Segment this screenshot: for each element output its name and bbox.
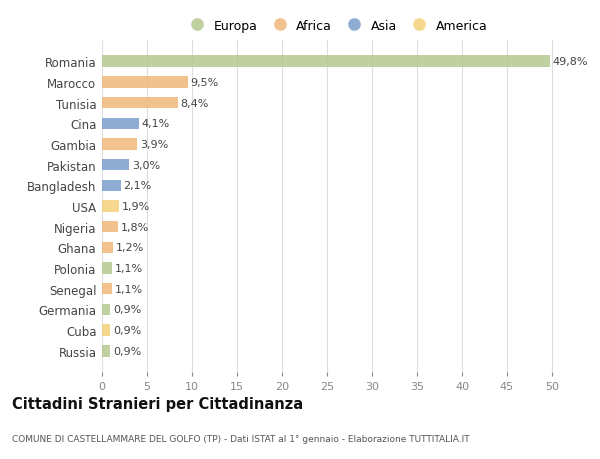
Legend: Europa, Africa, Asia, America: Europa, Africa, Asia, America bbox=[179, 15, 493, 38]
Bar bbox=[102, 56, 550, 67]
Bar bbox=[102, 139, 137, 150]
Bar bbox=[102, 201, 119, 212]
Text: 0,9%: 0,9% bbox=[113, 346, 141, 356]
Bar bbox=[102, 98, 178, 109]
Text: 1,8%: 1,8% bbox=[121, 222, 149, 232]
Text: 0,9%: 0,9% bbox=[113, 305, 141, 315]
Bar bbox=[102, 180, 121, 191]
Text: 0,9%: 0,9% bbox=[113, 325, 141, 336]
Text: Cittadini Stranieri per Cittadinanza: Cittadini Stranieri per Cittadinanza bbox=[12, 397, 303, 412]
Bar bbox=[102, 222, 118, 233]
Text: 9,5%: 9,5% bbox=[190, 78, 218, 88]
Text: 1,9%: 1,9% bbox=[122, 202, 150, 212]
Bar bbox=[102, 304, 110, 315]
Bar bbox=[102, 77, 187, 88]
Text: COMUNE DI CASTELLAMMARE DEL GOLFO (TP) - Dati ISTAT al 1° gennaio - Elaborazione: COMUNE DI CASTELLAMMARE DEL GOLFO (TP) -… bbox=[12, 434, 470, 442]
Text: 4,1%: 4,1% bbox=[142, 119, 170, 129]
Bar bbox=[102, 263, 112, 274]
Text: 1,1%: 1,1% bbox=[115, 284, 143, 294]
Bar bbox=[102, 325, 110, 336]
Bar bbox=[102, 346, 110, 357]
Bar bbox=[102, 118, 139, 129]
Bar bbox=[102, 284, 112, 295]
Text: 8,4%: 8,4% bbox=[181, 98, 209, 108]
Text: 49,8%: 49,8% bbox=[553, 57, 589, 67]
Bar bbox=[102, 160, 129, 171]
Text: 1,1%: 1,1% bbox=[115, 263, 143, 274]
Bar bbox=[102, 242, 113, 253]
Text: 3,0%: 3,0% bbox=[132, 160, 160, 170]
Text: 2,1%: 2,1% bbox=[124, 181, 152, 191]
Text: 1,2%: 1,2% bbox=[116, 243, 144, 253]
Text: 3,9%: 3,9% bbox=[140, 140, 168, 150]
